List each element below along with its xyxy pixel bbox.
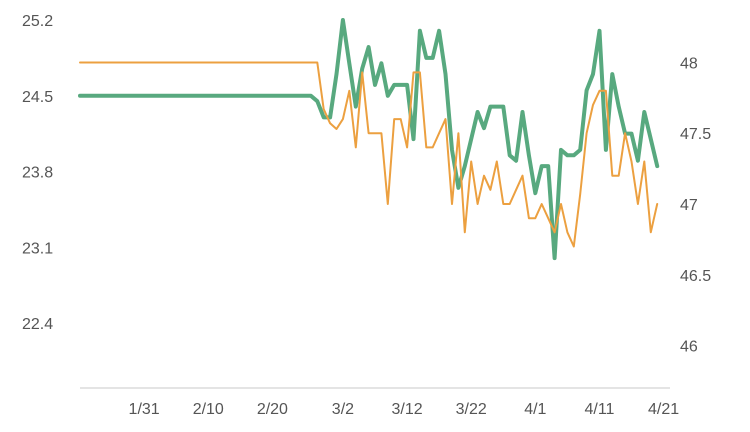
right-axis-tick-label: 48	[680, 55, 698, 72]
x-axis-tick-label: 2/10	[193, 401, 224, 418]
x-axis-tick-label: 1/31	[129, 401, 160, 418]
x-axis-tick-label: 4/1	[524, 401, 546, 418]
left-axis-tick-label: 23.8	[22, 165, 53, 182]
right-axis-tick-label: 47.5	[680, 126, 711, 143]
x-axis-tick-label: 3/12	[391, 401, 422, 418]
series-line-right-axis	[79, 61, 659, 248]
x-axis-tick-label: 3/2	[332, 401, 354, 418]
right-axis-ticks: 48 47.5 47 46.5 46	[680, 55, 711, 355]
left-axis-tick-label: 22.4	[22, 316, 53, 333]
x-axis-tick-label: 4/11	[584, 401, 614, 418]
x-axis-ticks: 1/31 2/10 2/20 3/2 3/12 3/22 4/1 4/11 4/21	[129, 401, 680, 418]
x-axis-tick-label: 3/22	[456, 401, 487, 418]
series-line-left-axis	[78, 18, 660, 261]
x-axis-tick-label: 2/20	[257, 401, 288, 418]
series-layer	[78, 18, 660, 261]
right-axis-tick-label: 46	[680, 339, 698, 356]
right-axis-tick-label: 47	[680, 197, 698, 214]
left-axis-tick-label: 25.2	[22, 13, 53, 30]
x-axis-tick-label: 4/21	[648, 401, 679, 418]
left-axis-tick-label: 24.5	[22, 89, 53, 106]
left-axis-tick-label: 23.1	[22, 240, 53, 257]
right-axis-tick-label: 46.5	[680, 268, 711, 285]
left-axis-ticks: 25.2 24.5 23.8 23.1 22.4	[22, 13, 53, 333]
